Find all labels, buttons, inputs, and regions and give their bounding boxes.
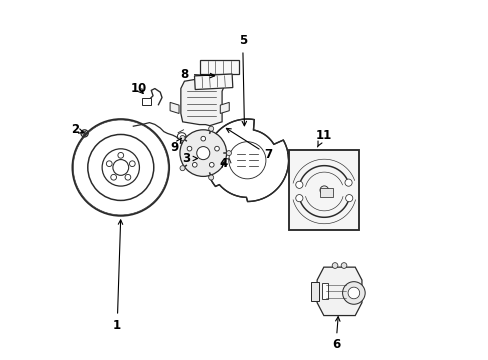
Bar [310, 282, 318, 301]
Polygon shape [216, 156, 225, 162]
Text: 3: 3 [182, 152, 197, 165]
Circle shape [295, 194, 303, 202]
Text: 1: 1 [113, 220, 122, 332]
Polygon shape [170, 102, 179, 113]
Text: 4: 4 [219, 157, 227, 170]
Circle shape [214, 146, 219, 151]
Circle shape [196, 147, 209, 159]
Circle shape [344, 179, 351, 186]
Circle shape [201, 136, 205, 141]
Bar [289, 149, 359, 230]
Polygon shape [181, 79, 225, 126]
Circle shape [208, 175, 213, 180]
Circle shape [341, 263, 346, 269]
Circle shape [319, 186, 328, 194]
Text: 11: 11 [315, 129, 331, 147]
Circle shape [180, 130, 226, 176]
Bar [322, 283, 327, 300]
Circle shape [192, 162, 197, 167]
Circle shape [295, 181, 303, 188]
Text: 10: 10 [130, 82, 146, 95]
Polygon shape [199, 60, 239, 74]
Polygon shape [194, 74, 232, 90]
Polygon shape [220, 102, 229, 113]
Circle shape [209, 162, 214, 167]
Polygon shape [206, 119, 288, 202]
Bar [142, 98, 151, 105]
Circle shape [180, 166, 184, 171]
Circle shape [342, 282, 365, 304]
Circle shape [208, 126, 213, 131]
Text: 8: 8 [180, 68, 214, 81]
Bar [319, 189, 332, 197]
Circle shape [187, 146, 191, 151]
Circle shape [180, 135, 184, 140]
Circle shape [226, 150, 231, 156]
Polygon shape [317, 267, 361, 316]
Polygon shape [183, 144, 216, 163]
Text: 6: 6 [331, 317, 339, 351]
Circle shape [331, 263, 337, 269]
Circle shape [345, 194, 352, 202]
Circle shape [347, 287, 359, 299]
Text: 2: 2 [71, 123, 84, 136]
Text: 7: 7 [226, 129, 272, 161]
Text: 9: 9 [170, 138, 181, 154]
Text: 5: 5 [238, 34, 246, 126]
